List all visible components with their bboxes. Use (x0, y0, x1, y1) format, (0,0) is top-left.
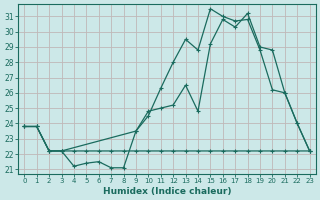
X-axis label: Humidex (Indice chaleur): Humidex (Indice chaleur) (103, 187, 231, 196)
